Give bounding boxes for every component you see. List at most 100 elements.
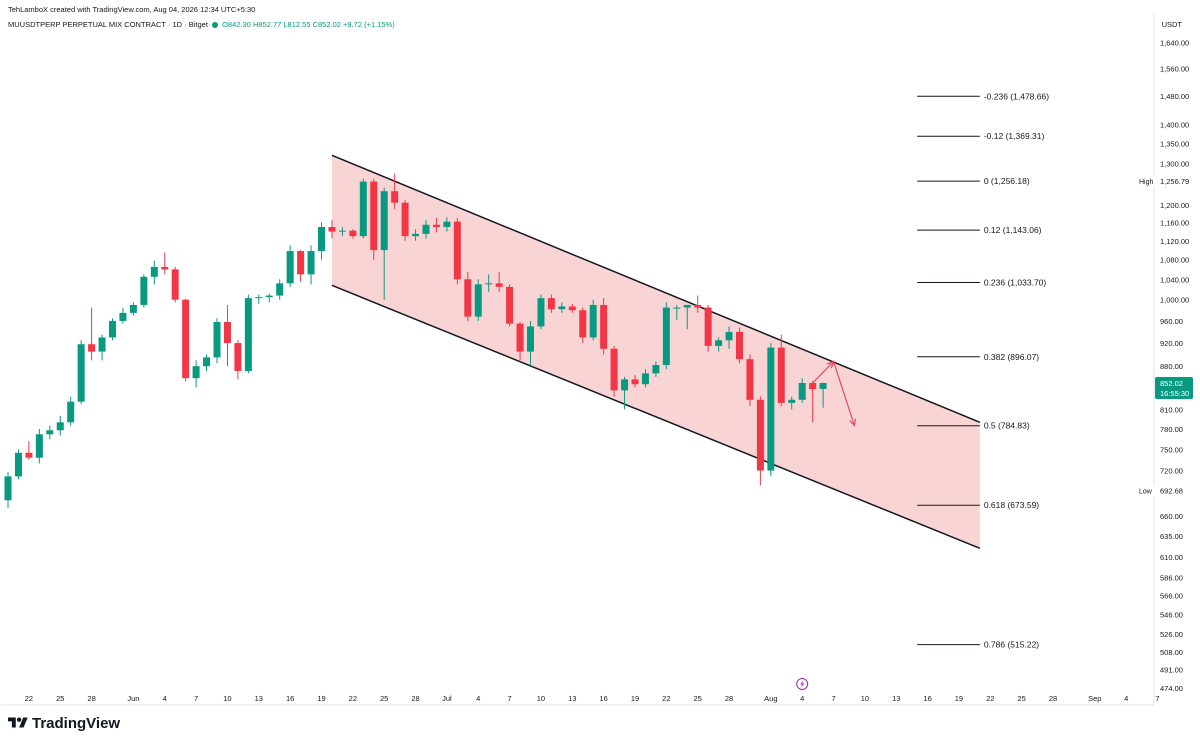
candle-body xyxy=(56,422,64,431)
marker-value-tag xyxy=(1156,174,1194,187)
price-tick-label: 474.00 xyxy=(1160,684,1183,693)
currency-label[interactable]: USDT xyxy=(1161,20,1182,29)
candle-body xyxy=(527,326,534,352)
channel-fill xyxy=(331,155,980,549)
price-tick-label: 920.00 xyxy=(1160,339,1183,348)
time-tick-label: 7 xyxy=(1155,694,1159,703)
time-tick-label: 10 xyxy=(537,694,545,703)
candle-body xyxy=(265,295,273,298)
candle-body xyxy=(537,298,545,327)
candle-body xyxy=(88,344,96,352)
candle-body xyxy=(401,202,409,237)
time-tick-label: 16 xyxy=(599,694,607,703)
candle-body xyxy=(464,279,472,317)
candle-body xyxy=(77,344,85,402)
time-tick-label: 28 xyxy=(411,694,419,703)
time-tick-label: 25 xyxy=(1017,694,1025,703)
candle-body xyxy=(788,399,796,403)
fib-level-label: 0.382 (896.07) xyxy=(984,352,1039,362)
price-tick-label: 750.00 xyxy=(1160,445,1183,454)
time-tick-label: Jun xyxy=(127,694,139,703)
time-tick-label: 13 xyxy=(892,694,900,703)
time-tick-label: 28 xyxy=(1049,694,1057,703)
candle-body xyxy=(432,224,440,228)
candle-body xyxy=(171,269,179,300)
candle-body xyxy=(161,266,169,270)
price-tick-label: 566.00 xyxy=(1160,592,1183,601)
candle-body xyxy=(600,304,608,349)
candle-body xyxy=(652,365,660,374)
fib-level-label: 0 (1,256.18) xyxy=(984,176,1030,186)
candle-body xyxy=(129,304,137,313)
candle-body xyxy=(579,310,587,338)
candle-body xyxy=(328,227,336,232)
tradingview-logo-icon xyxy=(8,717,28,728)
candle-body xyxy=(662,307,670,366)
candle-body xyxy=(67,401,75,423)
candle-body xyxy=(370,181,378,251)
candle-body xyxy=(547,298,555,310)
marker-value-label: 1,256.79 xyxy=(1160,177,1189,186)
price-tick-label: 610.00 xyxy=(1160,553,1183,562)
time-tick-label: 16 xyxy=(286,694,294,703)
time-tick-label: 22 xyxy=(662,694,670,703)
price-tick-label: 1,560.00 xyxy=(1160,64,1189,73)
time-tick-label: 28 xyxy=(87,694,95,703)
symbol-name[interactable]: MUUSDTPERP PERPETUAL MIX CONTRACT · 1D ·… xyxy=(8,20,208,29)
time-tick-label: 25 xyxy=(380,694,388,703)
time-tick-label: Aug xyxy=(764,694,777,703)
candle-body xyxy=(704,307,712,346)
candle-body xyxy=(443,221,451,228)
price-tick-label: 810.00 xyxy=(1160,405,1183,414)
candle-body xyxy=(140,276,148,305)
candle-body xyxy=(14,452,22,477)
candle-body xyxy=(819,383,827,389)
candle-body xyxy=(809,383,817,390)
candle-body xyxy=(694,304,702,308)
candle-body xyxy=(234,343,242,371)
price-tick-label: 880.00 xyxy=(1160,362,1183,371)
candle-body xyxy=(338,230,346,232)
marker-label: High xyxy=(1139,179,1154,186)
time-tick-label: Jul xyxy=(442,694,452,703)
price-tick-label: 1,160.00 xyxy=(1160,219,1189,228)
candle-body xyxy=(683,304,691,308)
candle-body xyxy=(610,348,618,391)
fib-level-label: 0.618 (673.59) xyxy=(984,500,1039,510)
time-tick-label: 22 xyxy=(349,694,357,703)
projection-arrowhead-up xyxy=(826,360,835,369)
marker-value-tag xyxy=(1156,484,1194,497)
time-tick-label: 13 xyxy=(568,694,576,703)
marker-value-label: 692.68 xyxy=(1160,487,1183,496)
candle-body xyxy=(746,359,754,400)
candle-body xyxy=(192,366,200,379)
channel-upper-line xyxy=(331,154,981,424)
tradingview-logo[interactable]: TradingView xyxy=(8,714,120,732)
fib-level-label: 0.786 (515.22) xyxy=(984,640,1039,650)
channel-lower-line xyxy=(331,284,981,550)
time-tick-label: 28 xyxy=(725,694,733,703)
candle-body xyxy=(767,347,775,471)
candle-body xyxy=(318,227,325,252)
candle-body xyxy=(495,283,503,287)
price-tick-label: 780.00 xyxy=(1160,425,1183,434)
candle-body xyxy=(798,383,806,400)
marker-tag xyxy=(1136,484,1158,497)
candle-body xyxy=(286,251,294,284)
projection-arrowhead-down xyxy=(849,418,856,427)
time-tick-label: 4 xyxy=(476,694,480,703)
time-tick-label: 13 xyxy=(255,694,263,703)
candle-body xyxy=(715,340,723,346)
tradingview-brand: TradingView xyxy=(32,714,121,732)
time-tick-label: 10 xyxy=(861,694,869,703)
price-tick-label: 546.00 xyxy=(1160,610,1183,619)
candle-body xyxy=(453,221,461,280)
candle-body xyxy=(46,430,54,435)
time-tick-label: 4 xyxy=(800,694,804,703)
price-tick-label: 1,640.00 xyxy=(1160,38,1189,47)
time-tick-label: Sep xyxy=(1088,694,1101,703)
price-tick-label: 1,120.00 xyxy=(1160,237,1189,246)
time-tick-label: 10 xyxy=(223,694,231,703)
candle-body xyxy=(35,434,43,458)
